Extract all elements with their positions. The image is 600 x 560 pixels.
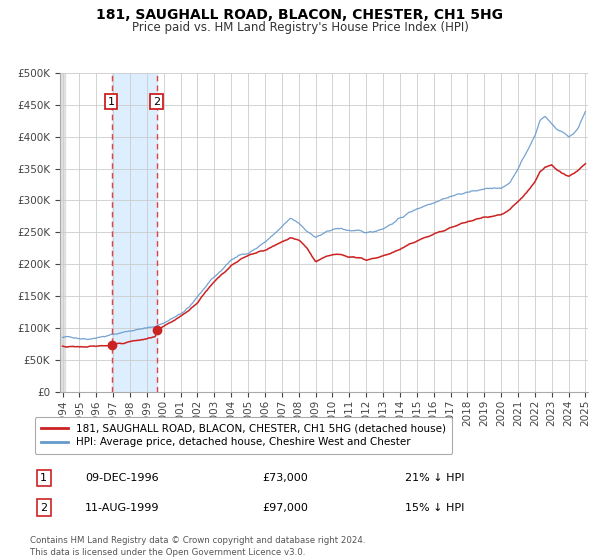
Text: 2: 2 — [40, 502, 47, 512]
Text: Price paid vs. HM Land Registry's House Price Index (HPI): Price paid vs. HM Land Registry's House … — [131, 21, 469, 34]
Text: £73,000: £73,000 — [262, 473, 308, 483]
Text: £97,000: £97,000 — [262, 502, 308, 512]
Text: 21% ↓ HPI: 21% ↓ HPI — [406, 473, 465, 483]
Text: 1: 1 — [107, 96, 115, 106]
Legend: 181, SAUGHALL ROAD, BLACON, CHESTER, CH1 5HG (detached house), HPI: Average pric: 181, SAUGHALL ROAD, BLACON, CHESTER, CH1… — [35, 417, 452, 454]
Bar — [112, 73, 157, 392]
Text: Contains HM Land Registry data © Crown copyright and database right 2024.
This d: Contains HM Land Registry data © Crown c… — [30, 536, 365, 557]
Bar — [54, 73, 66, 392]
Text: 11-AUG-1999: 11-AUG-1999 — [85, 502, 160, 512]
Text: 15% ↓ HPI: 15% ↓ HPI — [406, 502, 465, 512]
Text: 09-DEC-1996: 09-DEC-1996 — [85, 473, 159, 483]
Text: 1: 1 — [40, 473, 47, 483]
Text: 2: 2 — [153, 96, 160, 106]
Text: 181, SAUGHALL ROAD, BLACON, CHESTER, CH1 5HG: 181, SAUGHALL ROAD, BLACON, CHESTER, CH1… — [97, 8, 503, 22]
